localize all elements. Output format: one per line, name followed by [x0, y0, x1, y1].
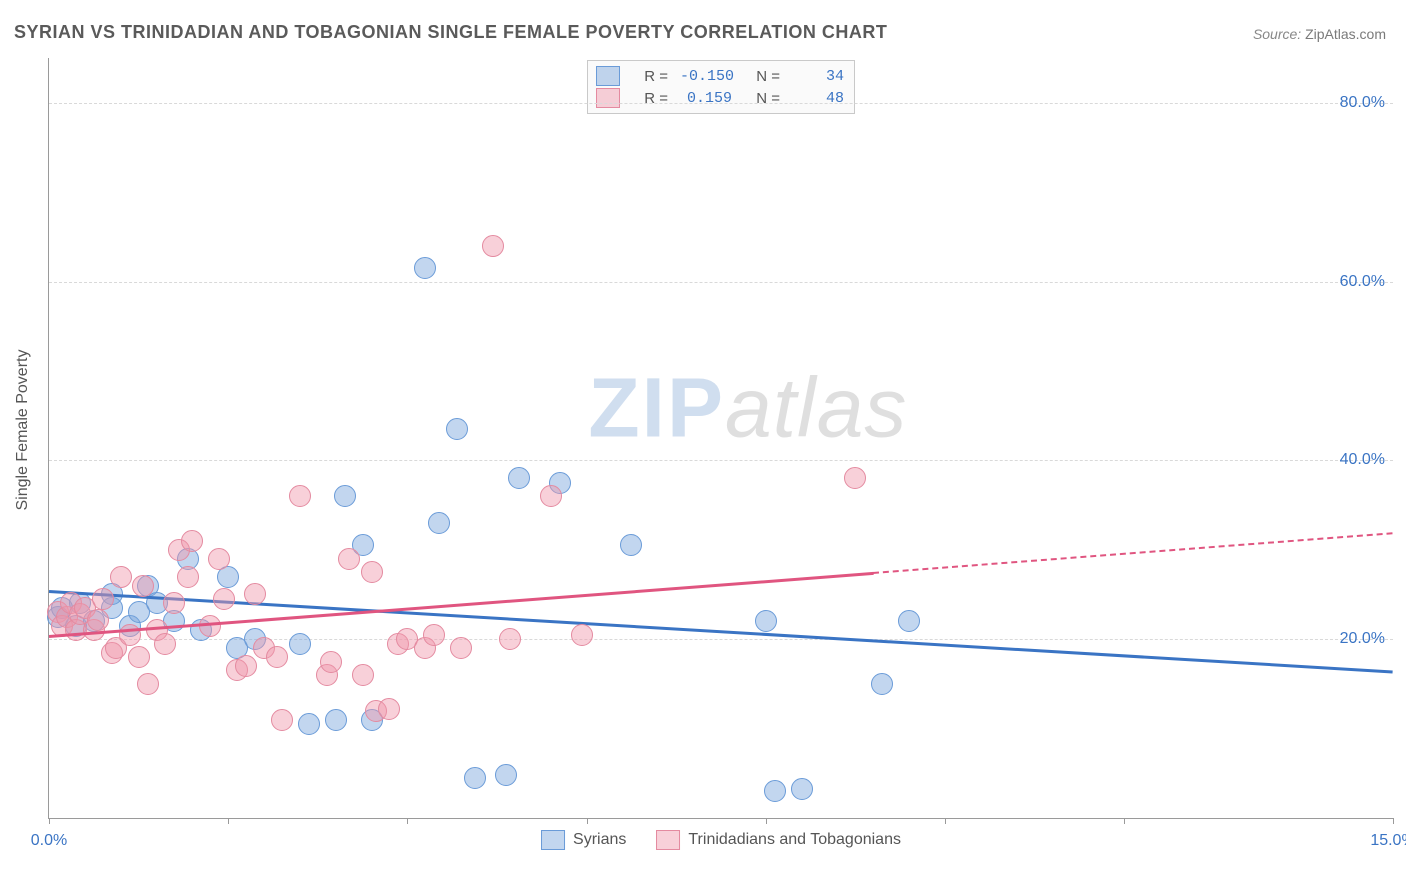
- x-tick: [1124, 818, 1125, 824]
- data-point-trinidadians: [92, 588, 114, 610]
- data-point-trinidadians: [181, 530, 203, 552]
- x-tick-label: 15.0%: [1370, 832, 1406, 850]
- data-point-syrians: [898, 610, 920, 632]
- data-point-syrians: [446, 418, 468, 440]
- source-name: ZipAtlas.com: [1305, 26, 1386, 42]
- data-point-trinidadians: [844, 467, 866, 489]
- data-point-trinidadians: [378, 698, 400, 720]
- data-point-trinidadians: [208, 548, 230, 570]
- data-point-trinidadians: [163, 592, 185, 614]
- data-point-trinidadians: [423, 624, 445, 646]
- data-point-trinidadians: [213, 588, 235, 610]
- data-point-trinidadians: [540, 485, 562, 507]
- data-point-trinidadians: [361, 561, 383, 583]
- data-point-syrians: [298, 713, 320, 735]
- scatter-plot-area: ZIPatlas R = -0.150 N = 34 R = 0.159 N =…: [48, 58, 1393, 819]
- data-point-trinidadians: [87, 609, 109, 631]
- data-point-trinidadians: [482, 235, 504, 257]
- data-point-trinidadians: [128, 646, 150, 668]
- r-value-trinidadians: 0.159: [680, 90, 732, 107]
- legend-item-syrians: Syrians: [541, 830, 626, 850]
- data-point-syrians: [334, 485, 356, 507]
- data-point-syrians: [871, 673, 893, 695]
- data-point-syrians: [791, 778, 813, 800]
- data-point-syrians: [428, 512, 450, 534]
- r-label: R =: [632, 90, 668, 107]
- data-point-syrians: [620, 534, 642, 556]
- data-point-trinidadians: [450, 637, 472, 659]
- source-attribution: Source: ZipAtlas.com: [1253, 26, 1386, 42]
- gridline: [49, 282, 1393, 283]
- data-point-syrians: [508, 467, 530, 489]
- y-tick-label: 20.0%: [1340, 630, 1385, 648]
- data-point-trinidadians: [289, 485, 311, 507]
- chart-title: SYRIAN VS TRINIDADIAN AND TOBAGONIAN SIN…: [14, 22, 887, 43]
- data-point-trinidadians: [244, 583, 266, 605]
- y-axis-title: Single Female Poverty: [14, 350, 32, 511]
- source-label: Source:: [1253, 26, 1301, 42]
- series-name-trinidadians: Trinidadians and Tobagonians: [688, 831, 901, 849]
- swatch-trinidadians: [596, 88, 620, 108]
- r-value-syrians: -0.150: [680, 68, 732, 85]
- x-tick: [407, 818, 408, 824]
- r-label: R =: [632, 68, 668, 85]
- data-point-trinidadians: [338, 548, 360, 570]
- watermark-zip: ZIP: [588, 360, 725, 454]
- data-point-trinidadians: [571, 624, 593, 646]
- data-point-trinidadians: [110, 566, 132, 588]
- y-tick-label: 60.0%: [1340, 273, 1385, 291]
- x-tick: [766, 818, 767, 824]
- data-point-syrians: [325, 709, 347, 731]
- data-point-trinidadians: [154, 633, 176, 655]
- data-point-syrians: [414, 257, 436, 279]
- data-point-trinidadians: [119, 624, 141, 646]
- x-tick: [228, 818, 229, 824]
- data-point-trinidadians: [352, 664, 374, 686]
- y-tick-label: 80.0%: [1340, 94, 1385, 112]
- series-name-syrians: Syrians: [573, 831, 626, 849]
- x-tick: [945, 818, 946, 824]
- gridline: [49, 103, 1393, 104]
- x-tick-label: 0.0%: [31, 832, 67, 850]
- swatch-syrians: [596, 66, 620, 86]
- data-point-trinidadians: [320, 651, 342, 673]
- trend-line-trinidadians: [873, 532, 1393, 574]
- data-point-trinidadians: [271, 709, 293, 731]
- gridline: [49, 460, 1393, 461]
- data-point-syrians: [464, 767, 486, 789]
- data-point-trinidadians: [499, 628, 521, 650]
- n-label: N =: [744, 90, 780, 107]
- data-point-trinidadians: [137, 673, 159, 695]
- data-point-trinidadians: [177, 566, 199, 588]
- data-point-syrians: [764, 780, 786, 802]
- x-tick: [587, 818, 588, 824]
- y-tick-label: 40.0%: [1340, 451, 1385, 469]
- legend-row-syrians: R = -0.150 N = 34: [596, 65, 844, 87]
- x-tick: [1393, 818, 1394, 824]
- data-point-syrians: [755, 610, 777, 632]
- swatch-trinidadians: [656, 830, 680, 850]
- data-point-syrians: [495, 764, 517, 786]
- data-point-trinidadians: [266, 646, 288, 668]
- legend-row-trinidadians: R = 0.159 N = 48: [596, 87, 844, 109]
- data-point-syrians: [289, 633, 311, 655]
- n-value-syrians: 34: [792, 68, 844, 85]
- n-value-trinidadians: 48: [792, 90, 844, 107]
- x-tick: [49, 818, 50, 824]
- n-label: N =: [744, 68, 780, 85]
- series-legend: Syrians Trinidadians and Tobagonians: [541, 830, 901, 850]
- legend-item-trinidadians: Trinidadians and Tobagonians: [656, 830, 901, 850]
- data-point-trinidadians: [132, 575, 154, 597]
- swatch-syrians: [541, 830, 565, 850]
- correlation-legend: R = -0.150 N = 34 R = 0.159 N = 48: [587, 60, 855, 114]
- data-point-trinidadians: [235, 655, 257, 677]
- watermark: ZIPatlas: [588, 359, 907, 456]
- watermark-atlas: atlas: [725, 360, 907, 454]
